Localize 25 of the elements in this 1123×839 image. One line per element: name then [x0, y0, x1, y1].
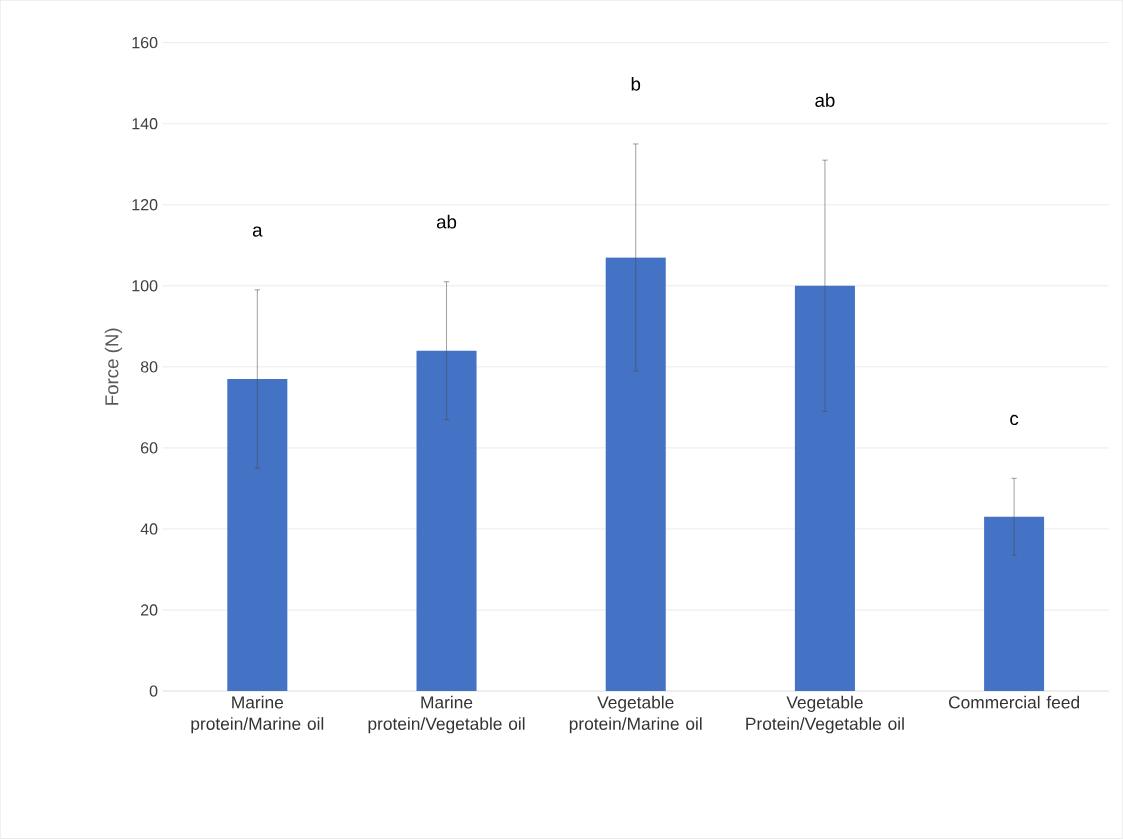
bar [605, 257, 666, 692]
y-axis-title: Force (N) [104, 328, 123, 405]
bar [227, 379, 288, 692]
x-tick-label: Marine protein/Vegetable oil [368, 695, 525, 734]
y-tick-label: 60 [141, 442, 158, 454]
annotation: ab [436, 214, 457, 229]
annotation: a [252, 226, 263, 237]
y-tick-label: 80 [140, 361, 158, 373]
bar [984, 516, 1045, 692]
y-tick-label: 100 [132, 280, 158, 292]
annotation: ab [815, 93, 835, 108]
x-tick-label: Vegetable protein/Marine oil [569, 695, 702, 734]
y-tick-label: 160 [132, 37, 158, 49]
bar [416, 350, 477, 692]
y-tick-label: 140 [132, 118, 158, 130]
x-tick-label: Vegetable Protein/Vegetable oil [746, 695, 904, 734]
annotation: b [631, 77, 641, 91]
y-tick-label: 40 [140, 523, 158, 535]
x-tick-label: Commercial feed [948, 695, 1080, 709]
bar [794, 285, 855, 692]
annotation: c [1010, 414, 1019, 426]
x-tick-label: Marine protein/Marine oil [191, 695, 324, 734]
y-tick-label: 0 [149, 685, 158, 697]
y-tick-label: 120 [132, 199, 158, 211]
y-tick-label: 20 [140, 604, 158, 616]
